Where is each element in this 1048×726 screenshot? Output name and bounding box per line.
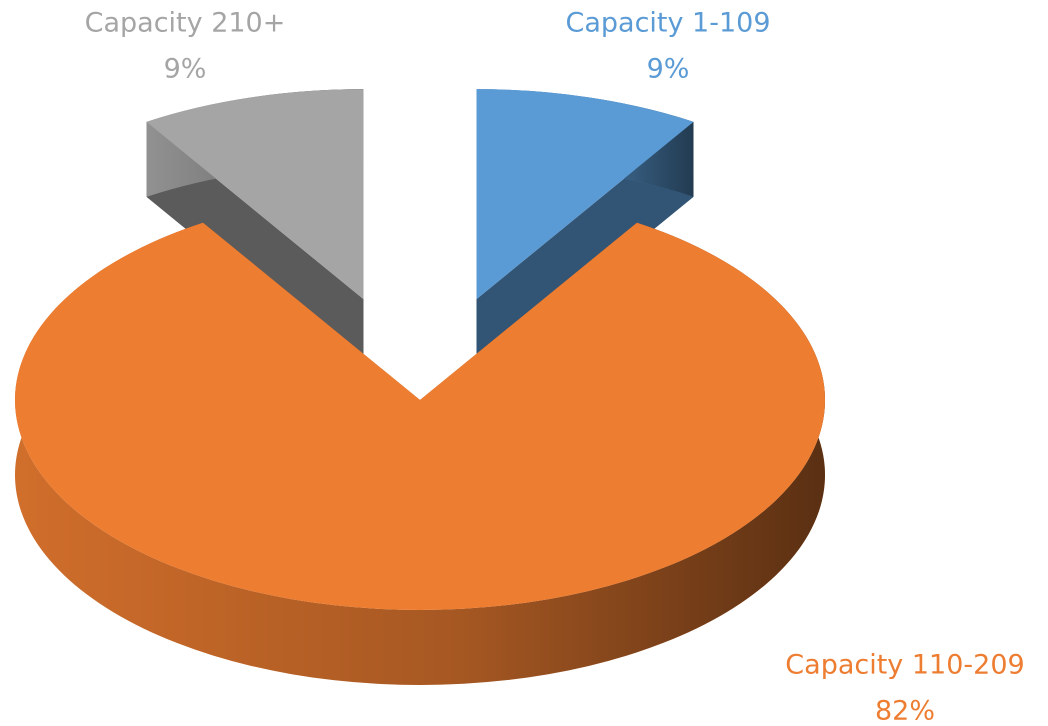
slice bbox=[476, 89, 694, 300]
labels: Capacity 1-109 9% Capacity 110-209 82% Capac… bbox=[85, 8, 1025, 726]
slice-label: Capacity 1-109 bbox=[565, 8, 770, 39]
slice bbox=[146, 89, 364, 300]
pie bbox=[15, 89, 826, 685]
slice-value-label: 9% bbox=[164, 54, 207, 85]
slice-label: Capacity 210+ bbox=[85, 8, 286, 39]
slice bbox=[15, 222, 826, 610]
slice-value-label: 82% bbox=[875, 696, 935, 726]
slice-label: Capacity 110-209 bbox=[785, 650, 1024, 681]
slice-value-label: 9% bbox=[647, 54, 690, 85]
